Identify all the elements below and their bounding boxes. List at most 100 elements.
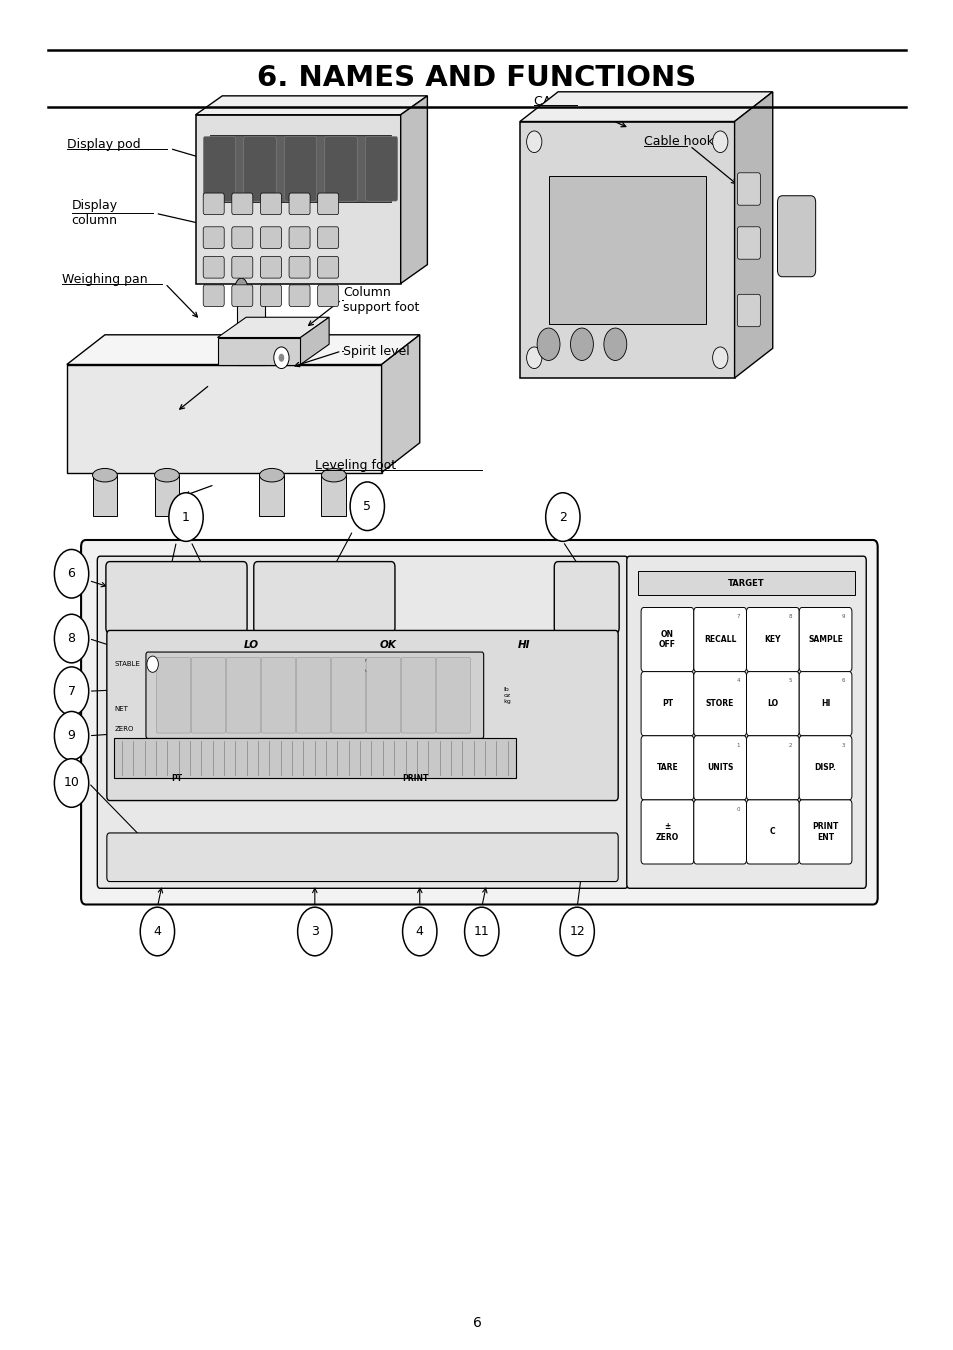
FancyBboxPatch shape (243, 136, 275, 201)
Polygon shape (217, 338, 300, 364)
FancyBboxPatch shape (203, 256, 224, 278)
FancyBboxPatch shape (554, 562, 618, 633)
Text: Earth
terminal: Earth terminal (343, 209, 395, 236)
Text: ±
ZERO: ± ZERO (655, 822, 679, 841)
FancyBboxPatch shape (289, 193, 310, 215)
Text: 5: 5 (788, 679, 792, 683)
Polygon shape (381, 335, 419, 472)
FancyBboxPatch shape (799, 608, 851, 672)
FancyBboxPatch shape (107, 833, 618, 882)
Polygon shape (154, 475, 179, 516)
Text: KEY: KEY (763, 634, 781, 644)
Text: PT: PT (661, 699, 672, 709)
FancyBboxPatch shape (746, 736, 799, 799)
Circle shape (54, 614, 89, 663)
Text: ZERO: ZERO (114, 726, 133, 732)
FancyBboxPatch shape (289, 227, 310, 248)
Polygon shape (321, 475, 346, 516)
Circle shape (570, 328, 593, 360)
FancyBboxPatch shape (693, 799, 746, 864)
FancyBboxPatch shape (203, 227, 224, 248)
FancyBboxPatch shape (260, 193, 281, 215)
FancyBboxPatch shape (746, 672, 799, 736)
Text: LO: LO (243, 640, 258, 651)
FancyBboxPatch shape (232, 193, 253, 215)
FancyBboxPatch shape (737, 173, 760, 205)
FancyBboxPatch shape (107, 630, 618, 801)
FancyBboxPatch shape (97, 556, 627, 888)
Polygon shape (195, 115, 400, 284)
Circle shape (712, 347, 727, 369)
FancyBboxPatch shape (626, 556, 865, 888)
Text: 2: 2 (558, 510, 566, 524)
Text: PRINT: PRINT (401, 775, 428, 783)
Text: 11: 11 (474, 925, 489, 938)
FancyBboxPatch shape (106, 562, 247, 633)
FancyBboxPatch shape (203, 285, 224, 306)
FancyBboxPatch shape (401, 657, 435, 733)
FancyBboxPatch shape (799, 799, 851, 864)
Text: 4: 4 (153, 925, 161, 938)
Text: 5: 5 (363, 500, 371, 513)
FancyBboxPatch shape (260, 256, 281, 278)
Text: STABLE: STABLE (114, 662, 140, 667)
Text: Weighing pan: Weighing pan (62, 273, 148, 286)
Text: HI: HI (820, 699, 829, 709)
Text: TARGET: TARGET (727, 579, 764, 587)
FancyBboxPatch shape (260, 227, 281, 248)
Text: NET: NET (114, 706, 129, 711)
Polygon shape (259, 475, 284, 516)
Polygon shape (236, 128, 265, 364)
Circle shape (364, 659, 373, 672)
Circle shape (140, 907, 174, 956)
FancyBboxPatch shape (640, 608, 693, 672)
Text: PT: PT (171, 775, 182, 783)
Text: 9: 9 (841, 614, 844, 620)
Text: DISP.: DISP. (814, 763, 836, 772)
FancyBboxPatch shape (737, 294, 760, 327)
FancyBboxPatch shape (296, 657, 330, 733)
FancyBboxPatch shape (693, 736, 746, 799)
FancyBboxPatch shape (232, 285, 253, 306)
Text: 8: 8 (68, 632, 75, 645)
FancyBboxPatch shape (746, 799, 799, 864)
FancyBboxPatch shape (203, 193, 224, 215)
Circle shape (545, 493, 579, 541)
Text: UNITS: UNITS (706, 763, 733, 772)
FancyBboxPatch shape (366, 657, 400, 733)
Circle shape (350, 482, 384, 531)
FancyBboxPatch shape (232, 227, 253, 248)
Polygon shape (548, 176, 705, 324)
Circle shape (169, 493, 203, 541)
Circle shape (603, 328, 626, 360)
Text: 7: 7 (736, 614, 740, 620)
Polygon shape (300, 317, 329, 365)
FancyBboxPatch shape (260, 285, 281, 306)
Circle shape (54, 711, 89, 760)
Text: SAMPLE: SAMPLE (807, 634, 842, 644)
FancyBboxPatch shape (317, 285, 338, 306)
FancyBboxPatch shape (365, 136, 397, 201)
FancyBboxPatch shape (156, 657, 191, 733)
Ellipse shape (154, 468, 179, 482)
Polygon shape (236, 355, 276, 364)
Text: Display pod: Display pod (67, 138, 140, 151)
FancyBboxPatch shape (289, 285, 310, 306)
FancyBboxPatch shape (799, 672, 851, 736)
FancyBboxPatch shape (284, 136, 316, 201)
Text: 9: 9 (68, 729, 75, 742)
FancyBboxPatch shape (693, 672, 746, 736)
Text: 7: 7 (68, 684, 75, 698)
FancyBboxPatch shape (331, 657, 365, 733)
FancyBboxPatch shape (640, 736, 693, 799)
FancyBboxPatch shape (693, 608, 746, 672)
Circle shape (537, 328, 559, 360)
FancyBboxPatch shape (203, 136, 235, 201)
Circle shape (278, 354, 284, 362)
FancyBboxPatch shape (436, 657, 470, 733)
Text: LO: LO (766, 699, 778, 709)
Polygon shape (400, 96, 427, 284)
Text: PRINT
ENT: PRINT ENT (812, 822, 838, 841)
Text: ON
OFF: ON OFF (659, 630, 676, 649)
Polygon shape (210, 135, 391, 202)
